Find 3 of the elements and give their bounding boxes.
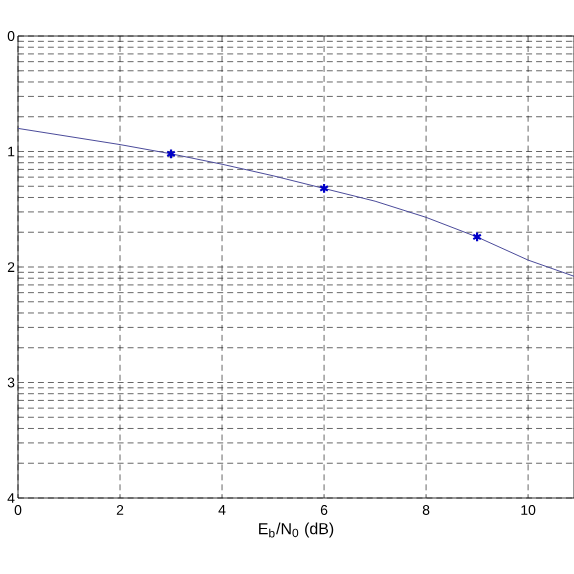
point <box>472 231 482 243</box>
line-series <box>18 127 574 277</box>
point <box>166 148 176 160</box>
